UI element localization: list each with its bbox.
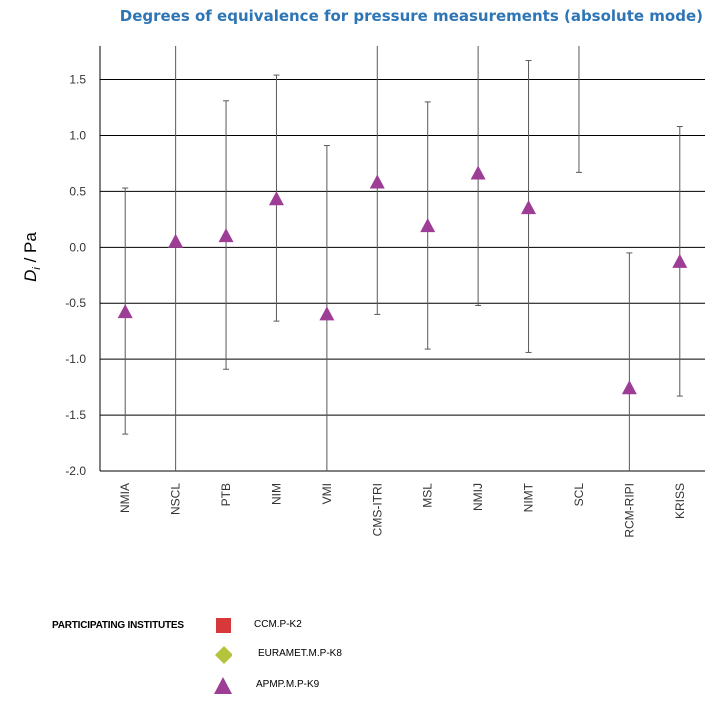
y-tick-label: -2.0 [65, 464, 86, 478]
data-point-triangle [672, 253, 688, 268]
x-category-label: RCM-RIPI [622, 483, 636, 538]
y-axis-label-subscript: i [31, 267, 43, 270]
data-point-triangle [168, 233, 184, 248]
data-point-triangle [369, 174, 385, 189]
y-axis-label-unit: / Pa [21, 232, 40, 268]
data-point-triangle [117, 304, 133, 319]
data-point-triangle [268, 191, 284, 206]
y-tick-labels: 1.5 1.0 0.5 0.0 -0.5 -1.0 -1.5 -2.0 [65, 73, 86, 478]
error-bars [122, 46, 683, 471]
x-category-label: SCL [572, 483, 586, 507]
y-tick-label: -1.0 [65, 352, 86, 366]
y-axis-label: Di / Pa [21, 232, 43, 282]
data-point-triangle [218, 228, 234, 243]
x-category-labels: NMIA NSCL PTB NIM VMI CMS-ITRI MSL NMIJ NIMT SCL R… [118, 482, 687, 537]
y-tick-label: -0.5 [65, 296, 86, 310]
x-category-label: KRISS [673, 483, 687, 519]
y-tick-label: -1.5 [65, 408, 86, 422]
y-tick-label: 1.0 [69, 128, 86, 142]
chart-title: Degrees of equivalence for pressure meas… [119, 7, 703, 25]
y-tick-label: 1.5 [69, 73, 86, 87]
y-tick-label: 0.5 [69, 184, 86, 198]
x-category-label: NIMT [522, 482, 536, 512]
data-point-triangle [420, 218, 436, 233]
x-category-label: VMI [320, 483, 334, 504]
y-tick-label: 0.0 [69, 240, 86, 254]
data-point-triangle [319, 306, 335, 321]
x-category-label: NIM [269, 483, 283, 505]
x-category-label: NMIJ [471, 483, 485, 511]
data-point-triangle [470, 165, 486, 180]
data-point-triangle [621, 380, 637, 395]
x-category-label: MSL [421, 483, 435, 508]
data-point-triangle [521, 200, 537, 215]
x-category-label: CMS-ITRI [370, 483, 384, 536]
x-category-label: NSCL [169, 483, 183, 515]
gridlines [99, 46, 705, 472]
data-points [117, 165, 688, 395]
x-category-label: PTB [219, 483, 233, 506]
x-category-label: NMIA [118, 483, 132, 513]
y-axis-label-variable: D [21, 270, 40, 282]
